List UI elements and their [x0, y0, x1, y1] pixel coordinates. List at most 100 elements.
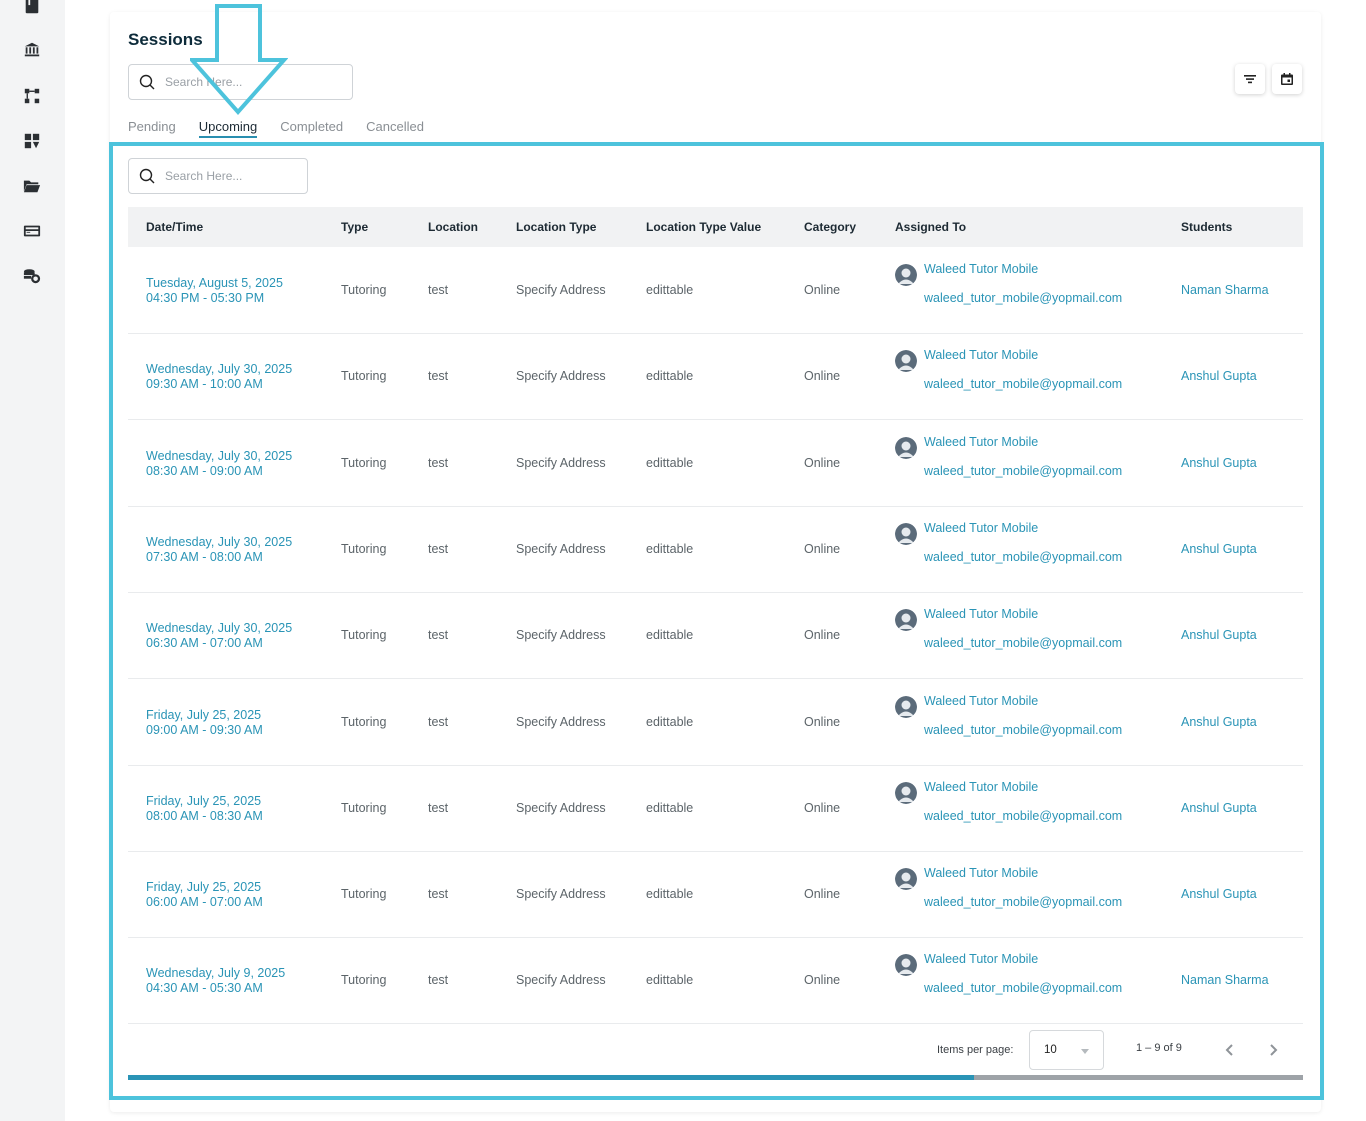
column-header-type[interactable]: Type [341, 220, 369, 234]
column-header-date-time[interactable]: Date/Time [146, 220, 204, 234]
student-name-link[interactable]: Anshul Gupta [1181, 714, 1257, 729]
student-name-link[interactable]: Naman Sharma [1181, 973, 1269, 988]
session-date: Wednesday, July 9, 2025 [146, 966, 286, 981]
cell-date-time[interactable]: Wednesday, July 30, 2025 06:30 AM - 07:00… [146, 621, 292, 651]
student-name-link[interactable]: Anshul Gupta [1181, 541, 1257, 556]
cell-date-time[interactable]: Wednesday, July 30, 2025 09:30 AM - 10:00… [146, 362, 292, 392]
workflow-icon[interactable] [22, 86, 42, 106]
session-date: Friday, July 25, 2025 [146, 793, 262, 808]
cell-category: Online [804, 628, 841, 643]
assigned-tutor-name-link[interactable]: Waleed Tutor Mobile [924, 779, 1039, 794]
table-row[interactable]: Friday, July 25, 2025 09:00 AM - 09:30 AM… [128, 680, 1303, 766]
tab-pending[interactable]: Pending [128, 119, 176, 134]
student-name-link[interactable]: Anshul Gupta [1181, 800, 1257, 815]
assigned-tutor-email-link[interactable]: waleed_tutor_mobile@yopmail.com [924, 549, 1123, 564]
assigned-tutor-name-link[interactable]: Waleed Tutor Mobile [924, 348, 1039, 363]
column-header-location[interactable]: Location [428, 220, 478, 234]
cell-type: Tutoring [341, 887, 387, 902]
assigned-tutor-email-link[interactable]: waleed_tutor_mobile@yopmail.com [924, 722, 1123, 737]
previous-page-button[interactable] [1218, 1038, 1242, 1062]
cell-type: Tutoring [341, 800, 387, 815]
page-range-label: 1 – 9 of 9 [1136, 1042, 1182, 1054]
table-row[interactable]: Tuesday, August 5, 2025 04:30 PM - 05:30 … [128, 248, 1303, 334]
assigned-tutor-name-link[interactable]: Waleed Tutor Mobile [924, 520, 1039, 535]
chevron-right-icon [1270, 1044, 1278, 1056]
session-time: 08:00 AM - 08:30 AM [146, 808, 263, 823]
assigned-tutor-email-link[interactable]: waleed_tutor_mobile@yopmail.com [924, 636, 1123, 651]
tab-completed[interactable]: Completed [280, 119, 344, 134]
column-header-location-type[interactable]: Location Type [516, 220, 597, 234]
session-time: 06:30 AM - 07:00 AM [146, 636, 263, 651]
cell-category: Online [804, 887, 841, 902]
cell-date-time[interactable]: Wednesday, July 9, 2025 04:30 AM - 05:30 … [146, 966, 285, 996]
cell-date-time[interactable]: Friday, July 25, 2025 08:00 AM - 08:30 AM [146, 794, 263, 824]
tab-cancelled[interactable]: Cancelled [366, 119, 424, 134]
table-header: Date/Time Type Location Location Type Lo… [128, 207, 1303, 247]
dashboard-icon[interactable] [22, 131, 42, 151]
column-header-assigned-to[interactable]: Assigned To [895, 220, 967, 234]
search-icon [139, 168, 155, 184]
assigned-tutor-email-link[interactable]: waleed_tutor_mobile@yopmail.com [924, 377, 1123, 392]
filter-button[interactable] [1235, 64, 1265, 94]
assigned-tutor-email-link[interactable]: waleed_tutor_mobile@yopmail.com [924, 291, 1123, 305]
cell-type: Tutoring [341, 541, 387, 556]
column-header-students[interactable]: Students [1181, 220, 1233, 234]
cell-location-type-value: edittable [646, 973, 694, 988]
assigned-tutor-email-link[interactable]: waleed_tutor_mobile@yopmail.com [924, 981, 1123, 996]
session-time: 06:00 AM - 07:00 AM [146, 895, 263, 910]
student-name-link[interactable]: Anshul Gupta [1181, 887, 1257, 902]
table-row[interactable]: Wednesday, July 30, 2025 06:30 AM - 07:00… [128, 593, 1303, 680]
avatar [895, 264, 917, 286]
cell-location-type-value: edittable [646, 369, 694, 384]
cell-location: test [428, 369, 449, 384]
student-name-link[interactable]: Anshul Gupta [1181, 369, 1257, 384]
assigned-tutor-name-link[interactable]: Waleed Tutor Mobile [924, 693, 1039, 708]
assigned-tutor-name-link[interactable]: Waleed Tutor Mobile [924, 952, 1039, 967]
assigned-tutor-name-link[interactable]: Waleed Tutor Mobile [924, 607, 1039, 622]
scrollbar-thumb[interactable] [128, 1075, 974, 1080]
table-row[interactable]: Friday, July 25, 2025 08:00 AM - 08:30 AM… [128, 766, 1303, 852]
folder-open-icon[interactable] [22, 176, 42, 196]
table-row[interactable]: Wednesday, July 9, 2025 04:30 AM - 05:30 … [128, 938, 1303, 1025]
cell-location-type-value: edittable [646, 455, 694, 470]
assigned-tutor-name-link[interactable]: Waleed Tutor Mobile [924, 262, 1039, 276]
cell-date-time[interactable]: Wednesday, July 30, 2025 08:30 AM - 09:00… [146, 449, 292, 479]
session-date: Tuesday, August 5, 2025 [146, 276, 283, 290]
cell-date-time[interactable]: Friday, July 25, 2025 06:00 AM - 07:00 AM [146, 880, 263, 910]
table-row[interactable]: Friday, July 25, 2025 06:00 AM - 07:00 AM… [128, 852, 1303, 939]
cell-date-time[interactable]: Tuesday, August 5, 2025 04:30 PM - 05:30 … [146, 276, 283, 306]
cell-location: test [428, 455, 449, 470]
assigned-tutor-email-link[interactable]: waleed_tutor_mobile@yopmail.com [924, 808, 1123, 823]
book-icon[interactable] [22, 0, 42, 16]
column-header-location-type-value[interactable]: Location Type Value [646, 220, 762, 234]
horizontal-scrollbar[interactable] [128, 1075, 1303, 1080]
filter-icon [1244, 75, 1256, 84]
calendar-button[interactable] [1272, 64, 1302, 94]
assigned-tutor-name-link[interactable]: Waleed Tutor Mobile [924, 866, 1039, 881]
tab-upcoming[interactable]: Upcoming [198, 119, 258, 138]
coins-icon[interactable] [22, 266, 42, 286]
cell-location-type: Specify Address [516, 369, 606, 384]
sessions-search[interactable] [128, 64, 353, 100]
student-name-link[interactable]: Naman Sharma [1181, 283, 1269, 297]
assigned-tutor-email-link[interactable]: waleed_tutor_mobile@yopmail.com [924, 463, 1123, 478]
cell-location-type: Specify Address [516, 887, 606, 902]
search-input[interactable] [165, 75, 345, 89]
cell-date-time[interactable]: Friday, July 25, 2025 09:00 AM - 09:30 AM [146, 708, 263, 738]
credit-card-icon[interactable] [22, 221, 42, 241]
student-name-link[interactable]: Anshul Gupta [1181, 628, 1257, 643]
table-row[interactable]: Wednesday, July 30, 2025 07:30 AM - 08:00… [128, 507, 1303, 593]
bank-icon[interactable] [22, 40, 42, 60]
cell-date-time[interactable]: Wednesday, July 30, 2025 07:30 AM - 08:00… [146, 535, 292, 565]
table-row[interactable]: Wednesday, July 30, 2025 09:30 AM - 10:00… [128, 334, 1303, 421]
assigned-tutor-email-link[interactable]: waleed_tutor_mobile@yopmail.com [924, 895, 1123, 910]
items-per-page-select[interactable]: 10 [1029, 1030, 1104, 1070]
student-name-link[interactable]: Anshul Gupta [1181, 455, 1257, 470]
assigned-tutor-name-link[interactable]: Waleed Tutor Mobile [924, 434, 1039, 449]
table-search[interactable] [128, 158, 308, 194]
column-header-category[interactable]: Category [804, 220, 857, 234]
cell-location-type: Specify Address [516, 973, 606, 988]
table-search-input[interactable] [165, 169, 305, 183]
table-row[interactable]: Wednesday, July 30, 2025 08:30 AM - 09:00… [128, 421, 1303, 507]
next-page-button[interactable] [1261, 1038, 1285, 1062]
